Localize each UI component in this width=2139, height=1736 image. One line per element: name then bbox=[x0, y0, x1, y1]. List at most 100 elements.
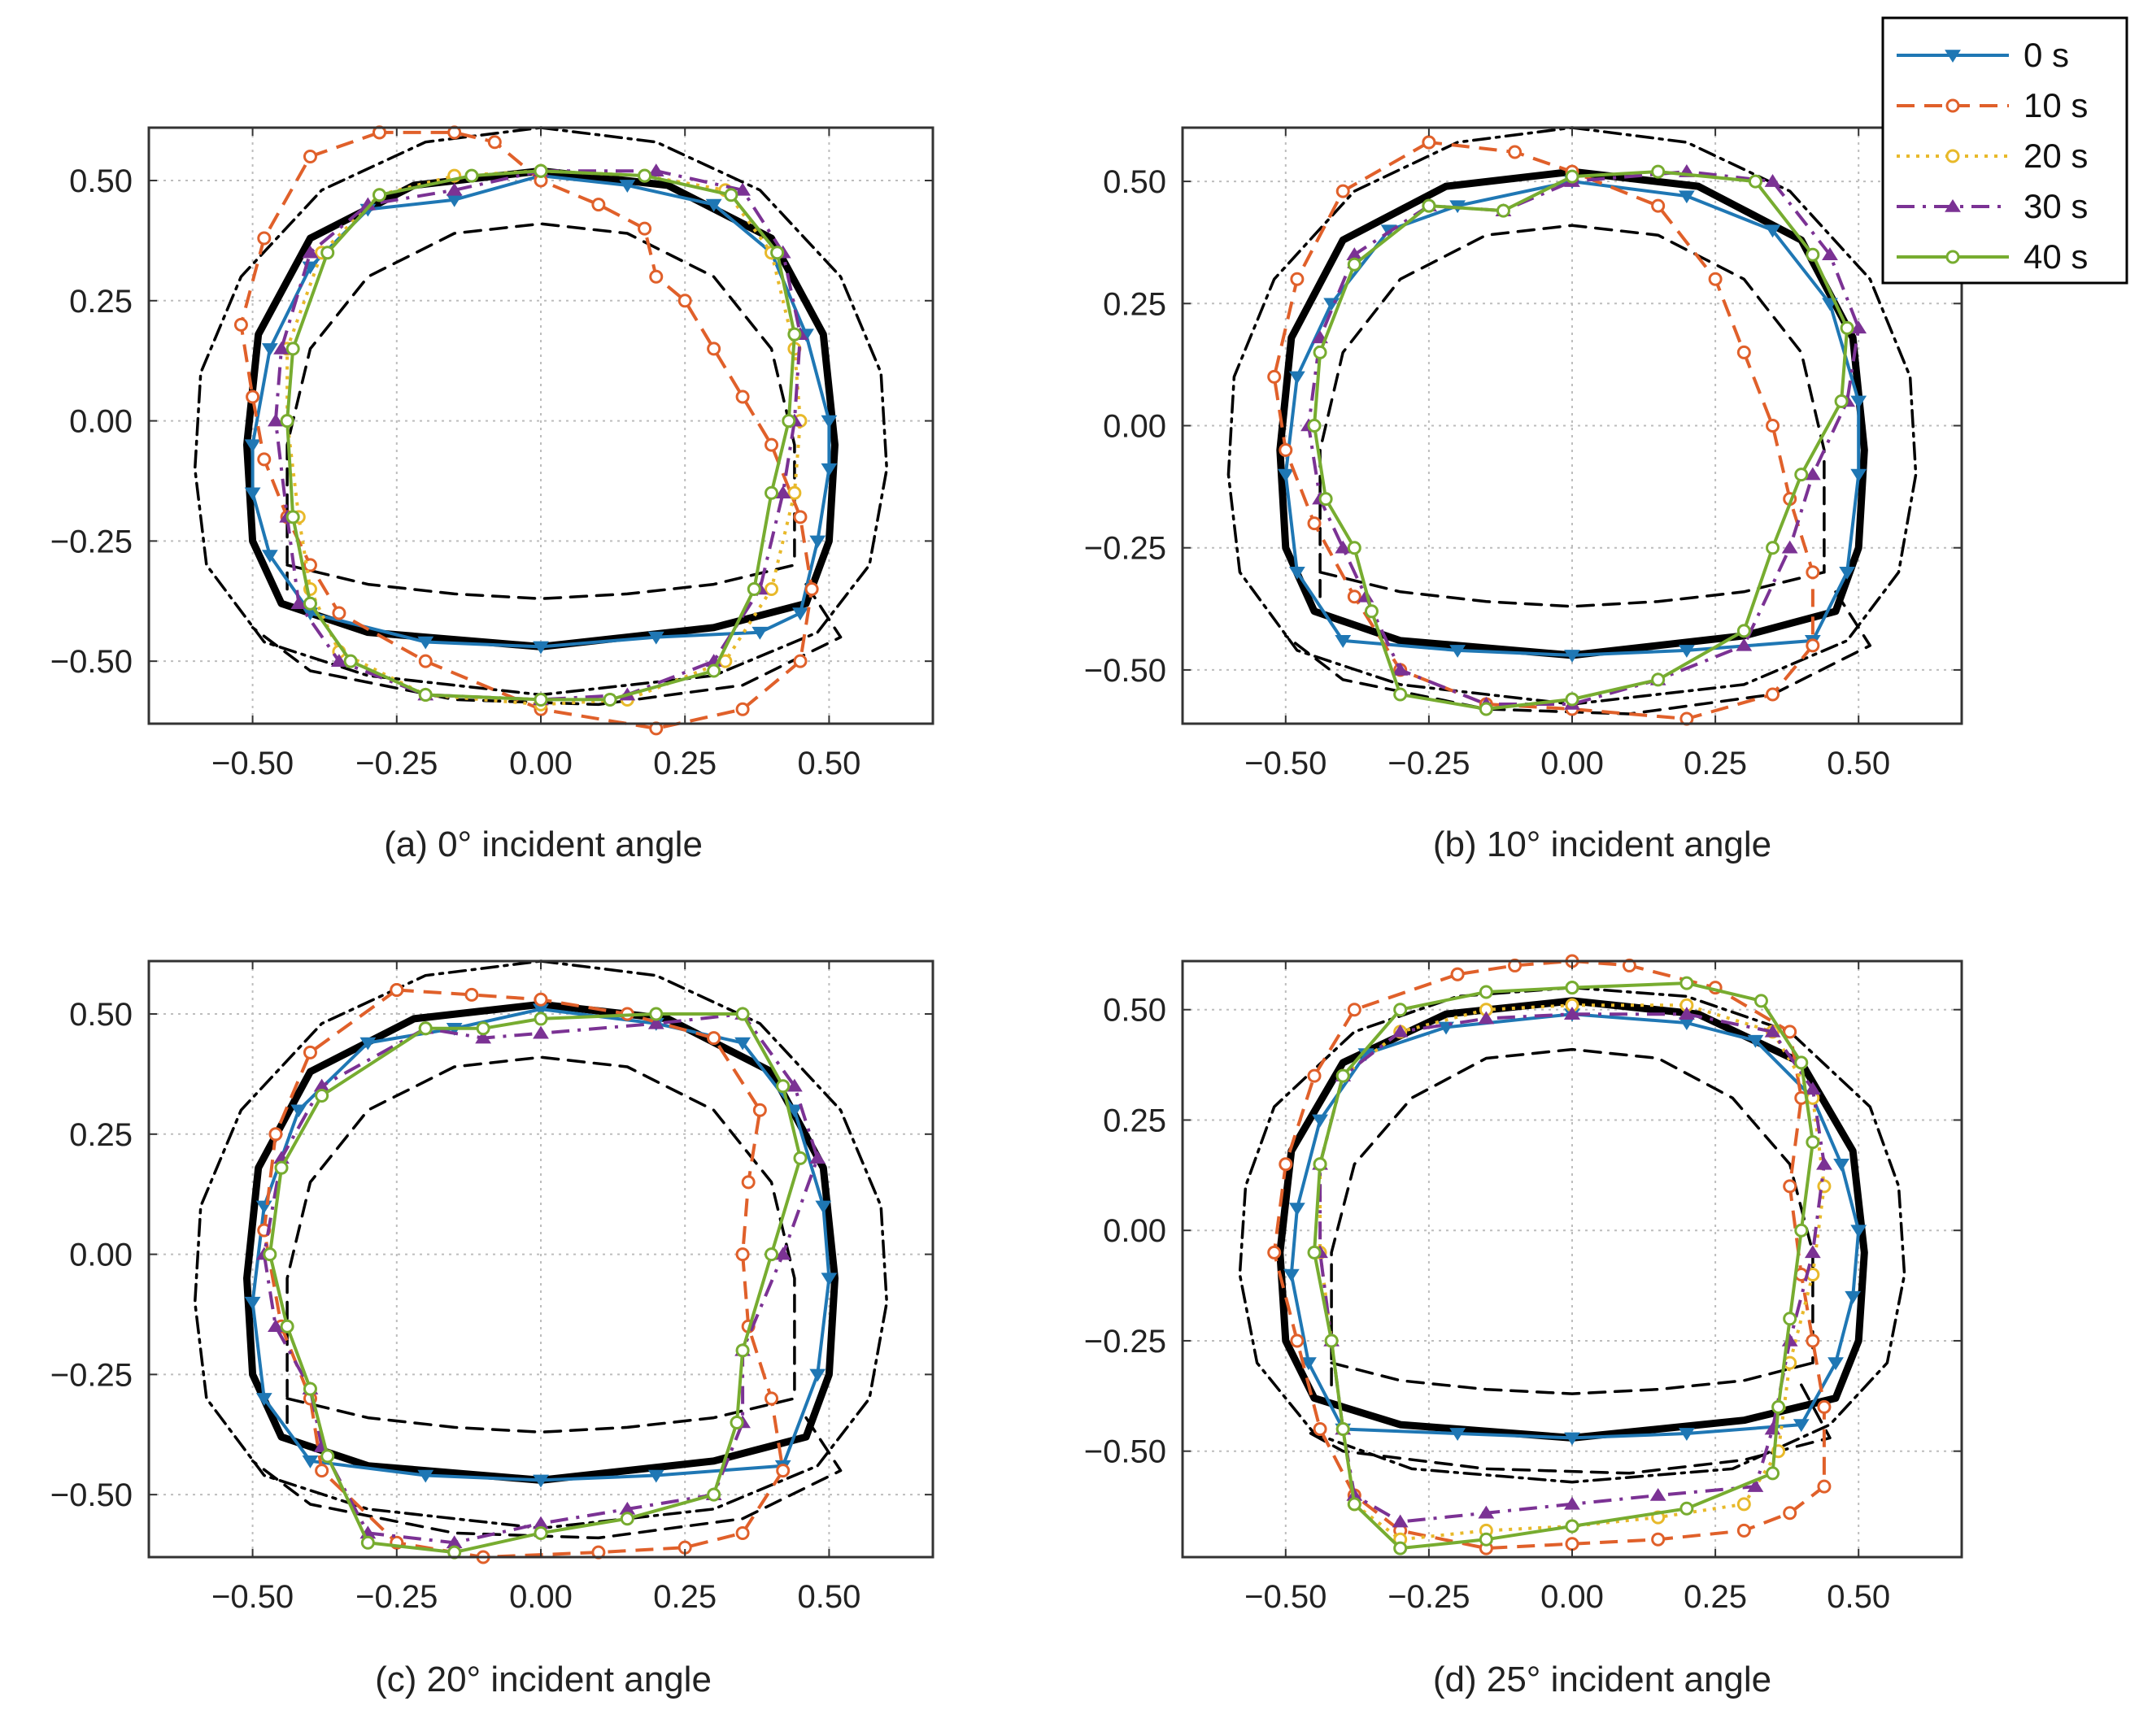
series-40s-point-16 bbox=[285, 342, 300, 356]
series-30s-point-4 bbox=[1816, 1156, 1832, 1170]
series-30s-point-13 bbox=[290, 596, 307, 610]
reference-inner-dashed-bottom bbox=[285, 563, 796, 601]
series-10s-point-2 bbox=[257, 231, 272, 246]
y-tick-label-3: 0.25 bbox=[69, 1117, 133, 1153]
series-0s-point-3 bbox=[786, 1104, 803, 1118]
series-40s-point-14 bbox=[765, 1247, 779, 1262]
series-40s-point-9 bbox=[1679, 1501, 1694, 1516]
series-40s-point-1 bbox=[315, 1089, 329, 1103]
series-0s-point-8 bbox=[1793, 1419, 1810, 1433]
y-tick-label-2: 0.00 bbox=[69, 1238, 133, 1273]
series-40s-point-2 bbox=[1313, 345, 1327, 359]
series-10s-point-5 bbox=[1307, 516, 1322, 531]
legend-marker-40s bbox=[1945, 250, 1960, 264]
reference-outer-dashdot bbox=[1238, 985, 1906, 1484]
series-30s-point-21 bbox=[1564, 1007, 1580, 1020]
y-tick-label-3: 0.25 bbox=[69, 284, 133, 320]
series-40s-point-5 bbox=[303, 1381, 317, 1396]
series-10s-point-18 bbox=[707, 1031, 721, 1046]
series-10s-point-1 bbox=[1335, 184, 1350, 198]
series-10s-point-3 bbox=[1279, 1157, 1293, 1172]
series-10s-point-5 bbox=[257, 452, 272, 467]
series-40s-point-5 bbox=[782, 414, 796, 429]
series-30s-point-11 bbox=[1478, 1505, 1495, 1519]
series-40s-point-6 bbox=[1364, 604, 1379, 619]
series-40s-point-14 bbox=[1834, 394, 1849, 408]
series-40s-point-7 bbox=[747, 581, 761, 596]
y-tick-label-2: 0.00 bbox=[1103, 1213, 1166, 1249]
series-10s-point-20 bbox=[1508, 145, 1523, 159]
series-30s-point-8 bbox=[1747, 1479, 1764, 1492]
series-40s-point-10 bbox=[534, 692, 548, 707]
series-40s-point-15 bbox=[280, 414, 294, 429]
series-10s-point-15 bbox=[793, 510, 808, 524]
series-30s-point-7 bbox=[1392, 662, 1409, 676]
series-10s-line bbox=[262, 988, 785, 1559]
series-10s-point-17 bbox=[752, 1103, 767, 1117]
series-30s-line bbox=[273, 169, 802, 702]
series-0s-point-9 bbox=[1564, 650, 1580, 663]
series-0s-point-9 bbox=[533, 1474, 549, 1488]
series-0s-point-16 bbox=[244, 439, 261, 453]
x-tick-label-1: −0.25 bbox=[1388, 1579, 1470, 1615]
series-40s-line bbox=[1313, 170, 1849, 711]
series-0s-point-5 bbox=[1850, 1225, 1867, 1238]
series-0s-point-15 bbox=[1288, 1203, 1305, 1216]
series-40s-point-4 bbox=[1318, 492, 1333, 507]
series-40s-point-9 bbox=[534, 1525, 548, 1540]
reference-inner-dashed-bottom bbox=[285, 1397, 796, 1434]
series-40s-point-7 bbox=[1771, 1399, 1786, 1414]
y-tick-label-1: −0.25 bbox=[1084, 1324, 1166, 1360]
series-10s-point-13 bbox=[1806, 565, 1820, 580]
x-tick-label-1: −0.25 bbox=[1388, 746, 1470, 781]
series-40s-point-6 bbox=[320, 1449, 335, 1464]
series-0s-point-8 bbox=[647, 1469, 664, 1483]
caption-d: (d) 25° incident angle bbox=[1433, 1660, 1771, 1699]
series-0s-point-14 bbox=[1283, 1268, 1300, 1282]
series-40s-point-12 bbox=[343, 654, 358, 668]
series-40s-point-10 bbox=[1651, 672, 1666, 687]
x-tick-label-0: −0.50 bbox=[1244, 746, 1327, 781]
series-30s-point-2 bbox=[734, 182, 751, 196]
y-tick-label-3: 0.25 bbox=[1103, 286, 1166, 322]
series-10s-point-2 bbox=[1290, 272, 1305, 286]
series-40s-point-20 bbox=[1496, 203, 1510, 218]
series-30s-point-12 bbox=[1781, 540, 1798, 554]
series-10s-point-6 bbox=[1347, 590, 1361, 604]
series-10s-point-19 bbox=[677, 294, 692, 308]
series-10s-point-13 bbox=[793, 654, 808, 668]
series-0s-point-11 bbox=[533, 641, 549, 655]
series-40s-point-8 bbox=[1766, 1466, 1780, 1481]
series-10s-point-2 bbox=[1307, 1068, 1322, 1083]
series-30s-point-10 bbox=[1564, 1496, 1580, 1510]
series-10s-point-14 bbox=[1817, 1479, 1832, 1494]
legend-label-40s: 40 s bbox=[2024, 237, 2088, 276]
series-30s-point-18 bbox=[647, 1016, 664, 1029]
series-10s-point-9 bbox=[418, 654, 433, 668]
series-0s-point-4 bbox=[1850, 395, 1867, 409]
series-30s-point-19 bbox=[446, 182, 463, 196]
series-40s-point-21 bbox=[418, 1021, 433, 1036]
series-30s-point-16 bbox=[273, 341, 290, 355]
series-10s-point-13 bbox=[1783, 1506, 1797, 1521]
legend-label-30s: 30 s bbox=[2024, 187, 2088, 225]
series-0s-point-15 bbox=[244, 487, 261, 501]
series-20s-point-7 bbox=[765, 581, 779, 596]
series-0s-point-7 bbox=[1828, 1357, 1844, 1371]
series-40s-point-19 bbox=[1565, 169, 1579, 184]
series-10s-point-4 bbox=[1267, 1245, 1282, 1260]
series-0s-point-12 bbox=[255, 1393, 272, 1406]
x-tick-label-0: −0.50 bbox=[1244, 1579, 1327, 1615]
series-10s-point-15 bbox=[1817, 1399, 1832, 1414]
legend-marker-20s bbox=[1945, 149, 1960, 163]
series-40s-point-17 bbox=[320, 246, 335, 260]
series-40s-point-3 bbox=[1307, 419, 1322, 433]
y-tick-label-0: −0.50 bbox=[1084, 653, 1166, 689]
series-30s-point-3 bbox=[1804, 1081, 1821, 1095]
series-0s-point-6 bbox=[1839, 566, 1856, 580]
series-0s-point-13 bbox=[1300, 1357, 1317, 1371]
series-10s-point-22 bbox=[390, 982, 404, 997]
series-40s-point-18 bbox=[1335, 1068, 1350, 1083]
series-0s-point-1 bbox=[1678, 190, 1695, 204]
series-0s-line bbox=[250, 174, 831, 649]
